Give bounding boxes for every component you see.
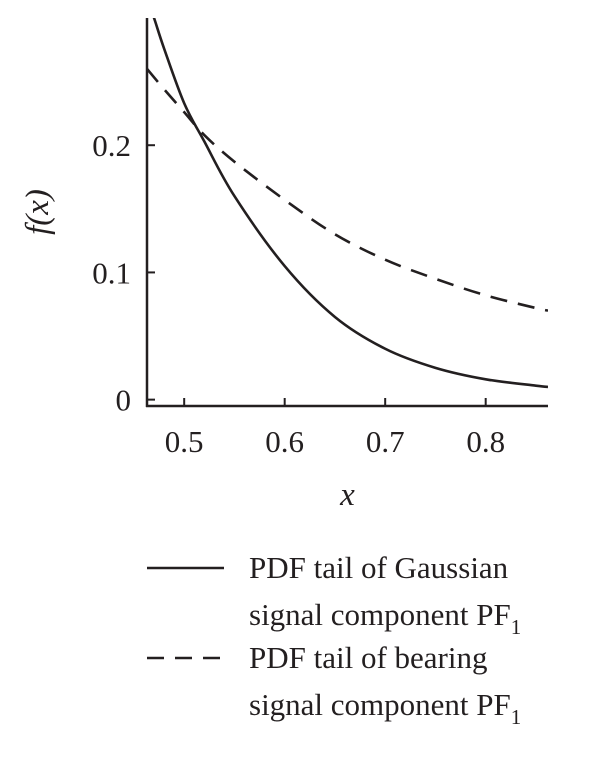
legend: PDF tail of Gaussian signal component PF1… (147, 550, 521, 729)
legend-subscript: 1 (511, 615, 522, 639)
x-axis-label: x (339, 477, 355, 513)
legend-label-line2: signal component PF1 (249, 597, 521, 639)
legend-label-line1: PDF tail of bearing (249, 640, 488, 675)
y-tick-label: 0.1 (92, 255, 131, 290)
x-tick-label: 0.6 (265, 424, 304, 459)
y-tick-label: 0.2 (92, 128, 131, 163)
y-tick-label: 0 (116, 383, 132, 418)
series-line-gaussian (152, 18, 548, 389)
x-tick-label: 0.7 (366, 424, 405, 459)
y-axis-label: f(x) (20, 189, 56, 235)
legend-label-line1: PDF tail of Gaussian (249, 550, 509, 585)
legend-label-line2: signal component PF1 (249, 687, 521, 729)
series-lines (147, 18, 548, 389)
series-line-bearing (147, 68, 548, 312)
plot-area: 0.5 0.6 0.7 0.8 0 0.1 0.2 x f(x) (20, 18, 548, 513)
x-tick-label: 0.8 (466, 424, 505, 459)
x-tick-label: 0.5 (165, 424, 204, 459)
legend-subscript: 1 (511, 705, 522, 729)
